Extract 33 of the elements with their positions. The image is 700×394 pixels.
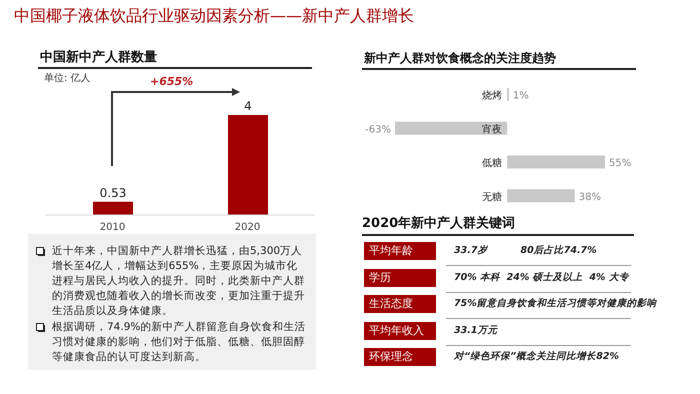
data-label: 0.53 xyxy=(100,186,126,200)
category-label: 平均年龄 xyxy=(364,242,436,260)
y-tick-label: 宵夜 xyxy=(482,123,502,136)
x-tick-label: 2010 xyxy=(100,222,126,234)
text: 近十年来，中国新中产人群增长迅猛，由5,300万人增长至4亿人，增幅达到655%，主要原因为城市化进程与居民人均收入的提升。同时，此类新中产人群的消费观也随着收入的增长而改变，更加注重于提升生活品质以及身体健康。 xyxy=(52,244,306,319)
y-tick-label: 烧烤 xyxy=(482,90,502,102)
category-label: 生活态度 xyxy=(364,295,436,313)
text: 33.1万元 xyxy=(454,324,498,336)
category-label: 平均年收入 xyxy=(364,322,436,340)
x-tick-label: 2020 xyxy=(234,222,260,234)
text: 75%留意自身饮食和生活习惯等对健康的影响 xyxy=(454,297,657,310)
text: 对“绿色环保”概念关注同比增长82% xyxy=(454,350,619,363)
text: 根据调研，74.9%的新中产人群留意自身饮食和生活习惯对健康的影响，他们对于低脂、低糖、低胆固醇等健康食品的认可度达到新高。 xyxy=(52,320,306,365)
bar xyxy=(507,156,605,168)
text: 33.7岁 80后占比74.7% xyxy=(454,244,597,257)
data-label: 1% xyxy=(512,90,529,102)
bar xyxy=(507,189,575,202)
data-label: 38% xyxy=(578,192,601,203)
text: 中国椰子液体饮品行业驱动因素分析——新中产人群增长 xyxy=(14,6,414,27)
chart-title: 新中产人群对饮食概念的关注度趋势 xyxy=(364,50,556,67)
data-label: 4 xyxy=(244,99,252,113)
text: 2020年新中产人群关键词 xyxy=(362,214,516,232)
category-label: 环保理念 xyxy=(364,348,436,366)
data-label: -63% xyxy=(365,124,391,136)
category-label: 学历 xyxy=(364,268,436,286)
chart-title: 中国新中产人群数量 xyxy=(40,48,157,66)
data-label: 55% xyxy=(609,158,632,169)
text: 70% 本科 24% 硕士及以上 4% 大专 xyxy=(454,270,629,284)
text: +655% xyxy=(150,75,194,88)
y-tick-label: 无糖 xyxy=(482,190,502,203)
bar xyxy=(395,122,508,135)
chart-subtitle: 单位: 亿人 xyxy=(44,72,91,85)
y-tick-label: 低糖 xyxy=(482,157,502,169)
